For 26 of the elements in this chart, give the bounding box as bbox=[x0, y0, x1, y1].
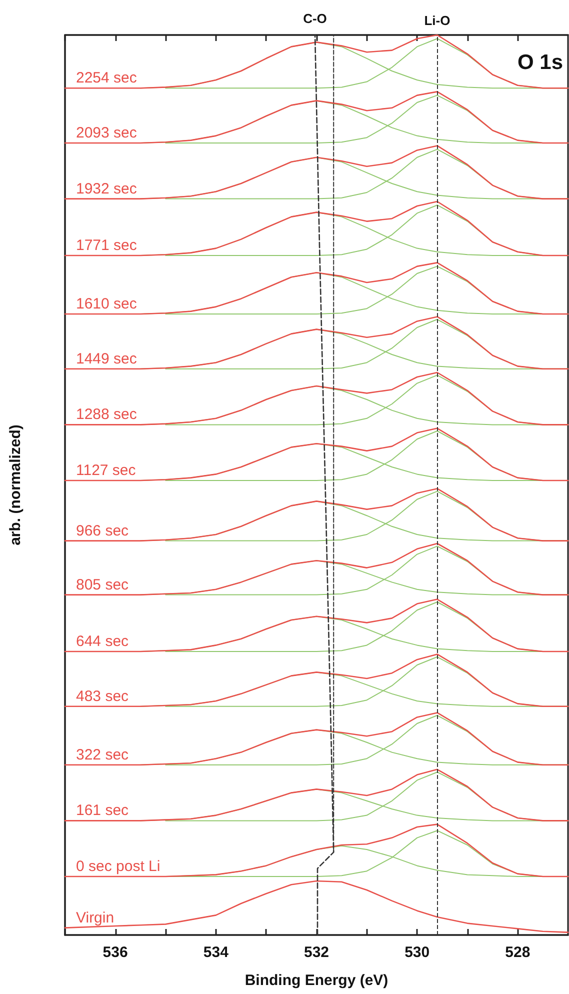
x-tick-label: 536 bbox=[102, 944, 128, 961]
series-label: 1288 sec bbox=[76, 406, 138, 424]
y-axis-title: arb. (normalized) bbox=[7, 424, 24, 546]
series-label: 483 sec bbox=[76, 688, 130, 705]
x-tick-label: 532 bbox=[304, 944, 330, 961]
series-label: 805 sec bbox=[76, 576, 130, 594]
series-label: 1127 sec bbox=[76, 462, 136, 479]
series-label: Virgin bbox=[76, 909, 114, 926]
series-label: 2093 sec bbox=[76, 124, 138, 142]
series-label: 1771 sec bbox=[76, 237, 138, 254]
series-label: 2254 sec bbox=[76, 70, 138, 87]
series-label: C-O bbox=[303, 11, 327, 26]
x-tick-label: 528 bbox=[505, 944, 530, 961]
series-label: 1932 sec bbox=[76, 180, 138, 198]
series-label: 0 sec post Li bbox=[76, 858, 160, 875]
series-label: 161 sec bbox=[76, 802, 130, 820]
annotation: O 1s bbox=[517, 51, 564, 74]
series-label: 966 sec bbox=[76, 522, 130, 540]
x-tick-label: 530 bbox=[404, 944, 430, 961]
series-label: 1449 sec bbox=[76, 350, 138, 368]
series-label: 322 sec bbox=[76, 746, 130, 764]
series-label: 644 sec bbox=[76, 633, 130, 650]
ref-line-label: Li-O bbox=[424, 13, 450, 28]
series-label: 1610 sec bbox=[76, 296, 138, 312]
x-tick-label: 534 bbox=[203, 944, 230, 961]
x-axis-title: Binding Energy (eV) bbox=[244, 972, 388, 989]
